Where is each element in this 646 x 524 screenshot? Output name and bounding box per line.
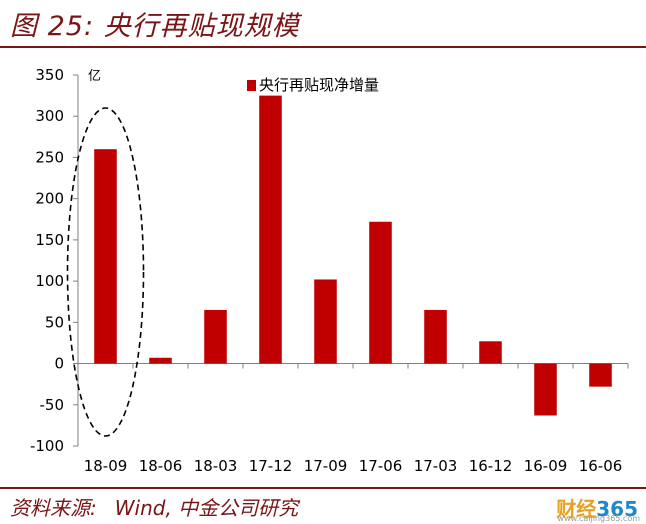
bar-16-06 (589, 363, 612, 387)
chart-legend: 央行再贴现净增量 (247, 76, 379, 94)
y-tick-label: 200 (35, 190, 64, 208)
y-tick-label: -50 (40, 396, 65, 414)
x-tick-label: 17-03 (414, 457, 458, 475)
legend-swatch (247, 80, 256, 91)
watermark-logo: 财经365 (556, 493, 638, 522)
x-tick-label: 18-03 (194, 457, 238, 475)
chart-bars (94, 95, 612, 416)
watermark-brand-num: 365 (596, 497, 638, 521)
bar-chart: 18-09 18-06 18-03 17-12 17-09 17-06 17-03 16-12… (30, 66, 629, 475)
y-tick-labels: 350 300 250 200 150 100 50 0 -50 -100 (30, 66, 64, 455)
x-tick-labels: 18-09 18-06 18-03 17-12 17-09 17-06 17-03 16-12… (84, 457, 623, 475)
y-tick-label: 100 (35, 272, 64, 290)
bar-17-09 (314, 279, 337, 364)
x-tick-label: 16-12 (469, 457, 513, 475)
y-tick-label: 250 (35, 148, 64, 166)
y-tick-label: -100 (30, 437, 64, 455)
y-tick-label: 50 (45, 313, 64, 331)
source-value: Wind, 中金公司研究 (114, 496, 299, 520)
highlight-ellipse (66, 107, 145, 437)
bar-18-06 (149, 357, 172, 364)
bar-17-03 (424, 309, 447, 364)
x-tick-label: 16-09 (524, 457, 568, 475)
x-tick-label: 17-06 (359, 457, 403, 475)
watermark-url: www.caijing365.com (557, 514, 640, 523)
source-label: 资料来源: (10, 496, 97, 520)
legend-label: 央行再贴现净增量 (259, 76, 379, 94)
title-divider (0, 46, 646, 48)
footer-divider (0, 487, 646, 489)
y-tick-label: 350 (35, 66, 64, 84)
bar-16-09 (534, 363, 557, 416)
bar-17-12 (259, 95, 282, 364)
x-tick-label: 17-09 (304, 457, 348, 475)
y-tick-label: 150 (35, 231, 64, 249)
source-note: 资料来源: Wind, 中金公司研究 (10, 492, 298, 521)
bar-18-03 (204, 309, 227, 364)
watermark-brand-text: 财经 (556, 497, 597, 521)
bar-17-06 (369, 221, 392, 364)
x-tick-label: 17-12 (249, 457, 293, 475)
x-tick-label: 18-09 (84, 457, 128, 475)
y-tick-label: 0 (54, 355, 64, 373)
bar-16-12 (479, 341, 502, 364)
bar-18-09 (94, 149, 117, 364)
y-unit-label: 亿 (88, 69, 101, 84)
x-tick-label: 16-06 (579, 457, 623, 475)
figure-title: 图 25: 央行再贴现规模 (10, 11, 300, 42)
y-tick-label: 300 (35, 107, 64, 125)
x-tick-label: 18-06 (139, 457, 183, 475)
